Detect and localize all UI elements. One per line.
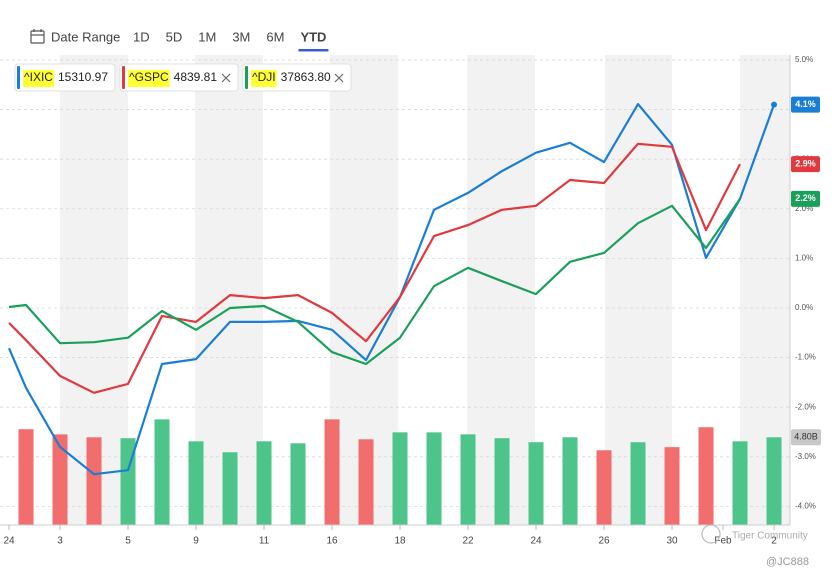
- legend-chip: ^DJI 37863.80: [242, 63, 352, 92]
- volume-bar: [732, 441, 748, 525]
- volume-bar: [596, 450, 612, 525]
- volume-bar: [698, 427, 714, 525]
- value-badge-label: 2.2%: [795, 193, 816, 203]
- date-range[interactable]: Date Range: [51, 29, 120, 44]
- last-point: [771, 101, 778, 108]
- volume-bar: [324, 419, 340, 525]
- volume-label: 4.80B: [794, 432, 818, 442]
- range-button[interactable]: 1D: [133, 29, 150, 44]
- y-tick-label: 5.0%: [795, 55, 813, 64]
- chip-color: [122, 66, 125, 89]
- volume-bar: [52, 434, 68, 525]
- x-tick-label: 11: [259, 536, 270, 547]
- watermark-logo: [701, 524, 721, 544]
- chip-color: [245, 66, 248, 89]
- series-line: [8, 198, 741, 366]
- volume-bar: [562, 437, 578, 525]
- volume-bar: [256, 441, 272, 525]
- volume-bar: [494, 438, 510, 525]
- volume-bar: [222, 452, 238, 525]
- x-tick-label: 22: [462, 536, 474, 547]
- x-tick-label: 2: [771, 536, 777, 547]
- volume-bar: [664, 447, 680, 525]
- volume-bar: [290, 443, 306, 525]
- x-tick-label: Feb: [714, 536, 732, 547]
- toolbar: Date Range 1D 5D 1M 3M 6M YTD: [30, 29, 329, 52]
- legend-chip: ^GSPC 4839.81: [119, 63, 239, 92]
- chip-price: 37863.80: [281, 70, 331, 84]
- value-badge: [791, 156, 820, 173]
- chip-highlight: [23, 70, 54, 87]
- chip-price: 4839.81: [174, 70, 218, 84]
- x-tick-label: 9: [193, 536, 199, 547]
- chip-name: ^DJI: [252, 70, 276, 84]
- x-tick-label: 16: [326, 536, 338, 547]
- chip-name: ^GSPC: [129, 70, 169, 84]
- x-tick-label: 30: [666, 536, 678, 547]
- y-tick-label: 1.0%: [795, 253, 813, 262]
- value-badge-label: 4.1%: [795, 99, 816, 109]
- chip-highlight: [128, 70, 170, 87]
- x-tick-label: 24: [3, 536, 15, 547]
- close-icon[interactable]: [334, 73, 344, 83]
- value-badge-label: 2.9%: [795, 159, 816, 169]
- volume-bar: [86, 437, 102, 525]
- volume-bar: [358, 439, 374, 525]
- chip-price: 15310.97: [58, 70, 108, 84]
- x-tick-label: 18: [394, 536, 406, 547]
- volume-bar: [18, 429, 34, 525]
- value-badge: [791, 96, 820, 113]
- y-tick-label: -3.0%: [795, 452, 816, 461]
- legend-chip: ^IXIC 15310.97: [14, 63, 116, 92]
- axes: 5.0%4.0%3.0%2.0%1.0%0.0%-1.0%-2.0%-3.0%-…: [0, 55, 821, 547]
- range-button[interactable]: 6M: [266, 29, 284, 44]
- chip-color: [17, 66, 20, 89]
- volume-bar: [154, 419, 170, 525]
- y-tick-label: -4.0%: [795, 502, 816, 511]
- range-button[interactable]: YTD: [300, 29, 326, 44]
- volume-badge: [791, 429, 821, 446]
- volume-bar: [188, 441, 204, 525]
- x-tick-label: 5: [125, 536, 131, 547]
- y-tick-label: 2.0%: [795, 204, 813, 213]
- volume-bar: [766, 437, 782, 525]
- x-tick-label: 26: [598, 536, 610, 547]
- series-line: [7, 103, 776, 476]
- x-tick-label: 3: [57, 536, 63, 547]
- x-tick-label: 24: [530, 536, 542, 547]
- volume-bar: [392, 432, 408, 525]
- legend: ^IXIC 15310.97 ^GSPC 4839.81 ^DJI 37863.80: [14, 63, 352, 92]
- handle: @JC888: [766, 556, 809, 568]
- range-button[interactable]: 1M: [198, 29, 216, 44]
- volume-bar: [528, 442, 544, 525]
- calendar-icon[interactable]: [30, 29, 45, 44]
- selected-underline: [298, 49, 329, 52]
- week-band: [195, 55, 263, 525]
- lines: [7, 101, 778, 476]
- range-button[interactable]: 5D: [166, 29, 183, 44]
- chip-name: ^IXIC: [24, 70, 53, 84]
- series-line: [8, 142, 741, 394]
- range-button[interactable]: 3M: [232, 29, 250, 44]
- volume-bar: [630, 442, 646, 525]
- y-tick-label: -2.0%: [795, 402, 816, 411]
- chip-highlight: [251, 70, 277, 87]
- y-tick-label: 0.0%: [795, 303, 813, 312]
- week-band: [740, 55, 790, 525]
- value-badge: [791, 190, 820, 207]
- volume-bars: [18, 419, 782, 525]
- range-buttons: 1D 5D 1M 3M 6M YTD: [133, 29, 329, 52]
- y-tick-label: -1.0%: [795, 353, 816, 362]
- volume-bar: [426, 432, 442, 525]
- watermark: Tiger Community: [732, 531, 808, 542]
- volume-bar: [460, 434, 476, 525]
- close-icon[interactable]: [221, 73, 231, 83]
